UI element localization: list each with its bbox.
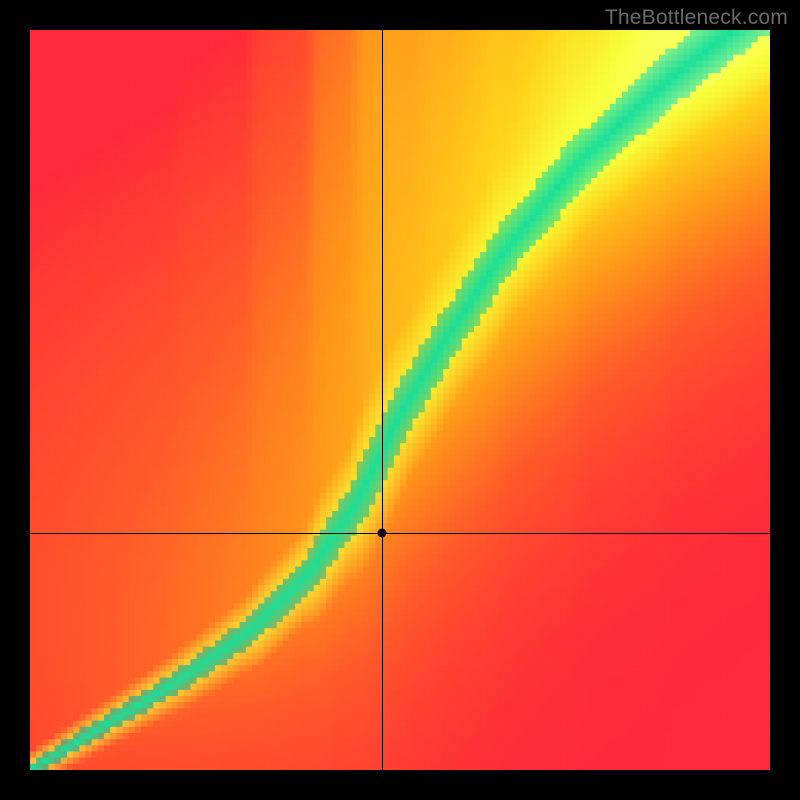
heatmap-plot	[30, 30, 770, 770]
chart-container: TheBottleneck.com	[0, 0, 800, 800]
crosshair-vertical	[382, 30, 383, 770]
heatmap-canvas	[30, 30, 770, 770]
crosshair-marker-dot	[377, 529, 386, 538]
watermark-text: TheBottleneck.com	[605, 6, 788, 30]
crosshair-horizontal	[30, 533, 770, 534]
